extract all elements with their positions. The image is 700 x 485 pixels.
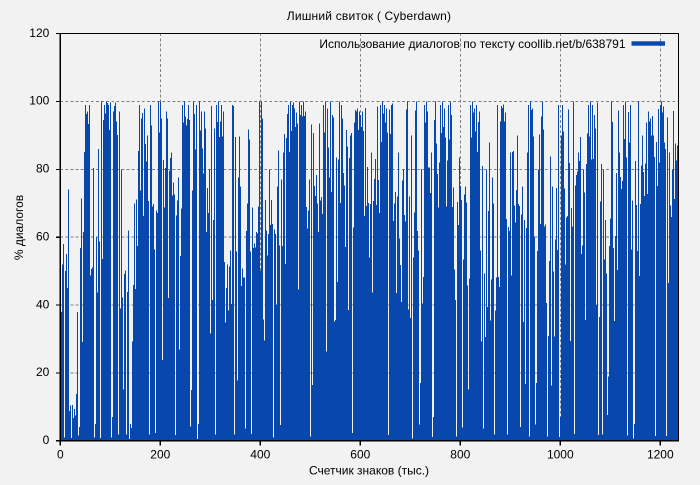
svg-text:800: 800 <box>450 448 470 462</box>
svg-text:600: 600 <box>350 448 370 462</box>
svg-text:40: 40 <box>36 297 50 311</box>
svg-text:20: 20 <box>36 365 50 379</box>
svg-text:Лишний свиток ( Cyberdawn): Лишний свиток ( Cyberdawn) <box>287 9 452 23</box>
svg-text:Использование диалогов по текс: Использование диалогов по тексту coollib… <box>319 37 625 51</box>
svg-text:100: 100 <box>29 94 49 108</box>
svg-text:120: 120 <box>29 26 49 40</box>
svg-text:1000: 1000 <box>547 448 574 462</box>
svg-text:Счетчик знаков (тыс.): Счетчик знаков (тыс.) <box>309 463 429 477</box>
svg-text:80: 80 <box>36 162 50 176</box>
svg-text:1200: 1200 <box>647 448 674 462</box>
svg-text:0: 0 <box>43 433 50 447</box>
svg-text:400: 400 <box>250 448 270 462</box>
svg-text:200: 200 <box>150 448 170 462</box>
svg-text:60: 60 <box>36 229 50 243</box>
svg-text:0: 0 <box>57 448 64 462</box>
svg-text:% диалогов: % диалогов <box>12 195 26 260</box>
